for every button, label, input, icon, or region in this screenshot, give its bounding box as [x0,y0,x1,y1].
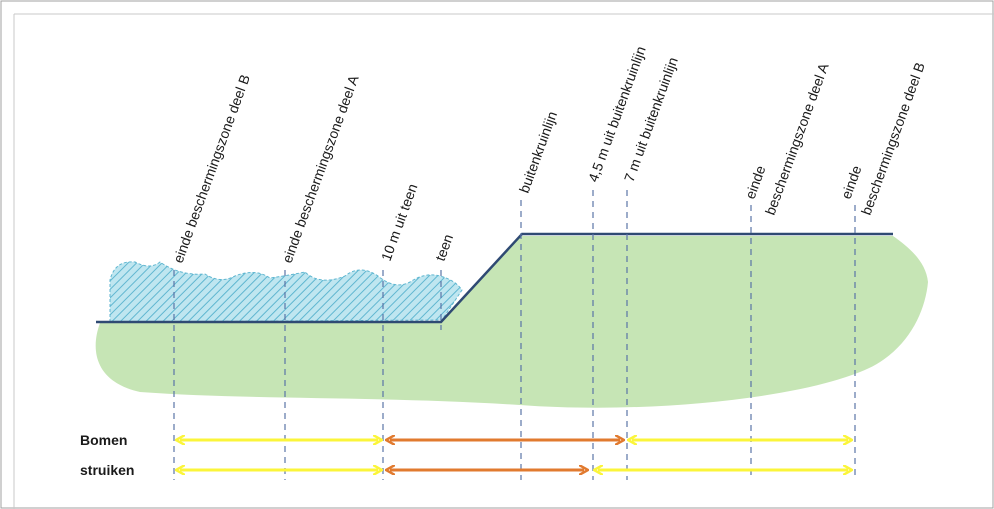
dike-profile-line [96,232,893,324]
hatched-water-icon [109,261,463,323]
label-einde-b-right-line2: beschermingszone deel B [858,60,928,217]
label-einde-a-right-line1: einde [742,163,769,201]
row-label-struiken: struiken [80,462,134,478]
label-einde-a-right-line2: beschermingszone deel A [762,60,832,217]
ground-body [95,236,929,408]
label-teen: teen [432,232,456,263]
label-einde-b-left: einde beschermingszone deel B [170,72,253,265]
label-einde-a-left: einde beschermingszone deel A [279,72,362,265]
label-buitenkruinlijn: buitenkruinlijn [516,109,560,195]
label-10m-uit-teen: 10 m uit teen [378,181,421,263]
dashed-reference-lines [173,190,856,480]
row-label-bomen: Bomen [80,432,127,448]
label-einde-b-right-line1: einde [838,163,865,201]
